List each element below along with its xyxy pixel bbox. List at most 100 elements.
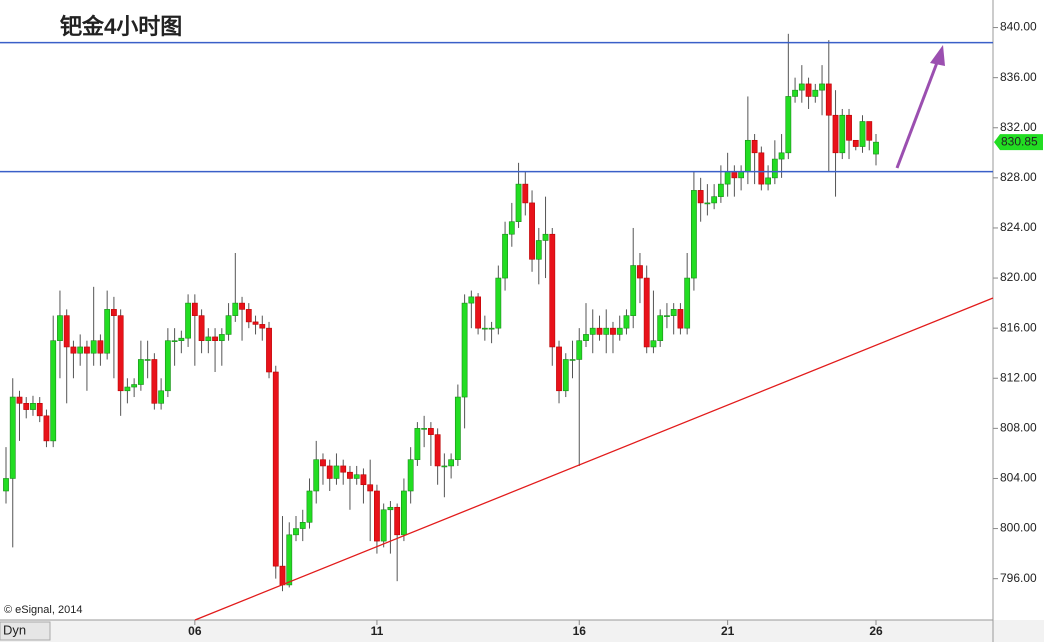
candle-body [664,315,670,317]
candle-body [198,315,205,341]
candle-body [394,506,401,536]
candle-body [205,336,212,341]
candle-body [360,474,367,486]
candle-body [279,565,286,586]
candle-body [239,302,245,310]
candle-body [549,233,556,348]
candle-body [481,327,488,330]
candle-body [724,171,731,185]
candle-body [90,340,97,354]
candle-body [691,190,697,279]
candle-body [144,359,151,361]
candle-body [495,277,502,329]
candle-body [77,346,84,354]
x-tick-label: 16 [573,624,587,638]
x-tick-label: 26 [869,624,883,638]
candle-body [171,340,178,342]
candle-body [306,490,313,523]
candle-body [326,465,333,479]
candle-body [218,334,225,341]
candle-body [374,490,380,542]
candle-body [556,346,562,392]
candle-body [610,327,616,335]
candle-body [508,221,515,235]
y-tick-label: 800.00 [1000,521,1037,535]
y-tick-label: 840.00 [1000,20,1037,34]
candle-body [832,114,839,154]
candle-body [785,96,792,154]
candle-body [212,336,218,341]
candle-body [825,83,832,116]
candle-body [272,371,279,567]
candle-body [839,114,846,154]
candle-body [232,302,239,316]
candle-body [185,302,191,339]
candle-body [84,346,90,354]
candle-body [475,296,481,329]
candle-body [744,139,751,172]
price-tag [994,134,1043,151]
arrow-shaft [895,59,940,169]
candle-body [191,302,198,316]
candle-body [441,465,448,468]
x-tick-label: 21 [721,624,735,638]
y-tick-label: 832.00 [1000,120,1037,134]
candle-body [697,190,704,204]
x-tick-label: 11 [371,624,384,638]
candle-body [3,478,9,492]
candle-body [778,152,785,160]
candle-body [401,490,407,536]
candle-body [117,315,124,392]
candle-body [30,403,36,410]
candle-body [333,465,340,479]
candle-body [380,509,387,542]
candle-body [252,321,259,325]
candle-body [677,309,684,329]
candle-body [259,324,266,329]
candle-body [488,327,495,330]
candle-body [812,89,819,97]
y-tick-label: 812.00 [1000,370,1037,384]
candle-body [23,403,30,410]
candle-body [124,386,131,392]
y-tick-label: 808.00 [1000,421,1037,435]
candle-body [320,459,326,467]
candle-body [454,396,461,460]
candle-body [562,359,569,392]
candle-body [852,139,859,147]
candle-body [846,114,852,141]
candle-body [434,434,441,467]
candle-body [461,302,468,398]
candle-body [104,309,111,354]
y-tick-label: 828.00 [1000,170,1037,184]
candle-body [70,346,77,354]
candle-body [387,506,394,511]
candle-body [131,384,138,388]
candle-body [286,534,293,586]
candle-body [427,428,434,435]
candle-body [630,265,637,316]
candle-body [9,396,16,479]
y-tick-label: 836.00 [1000,70,1037,84]
arrow-head [930,45,945,66]
candle-body [616,327,623,335]
candle-body [623,315,630,329]
candle-body [468,296,475,304]
trend-line [194,297,994,621]
candle-body [792,89,798,97]
candle-body [313,459,320,492]
candle-body [805,83,812,97]
candle-body [603,327,610,335]
candle-body [522,183,529,204]
candle-body [765,177,771,185]
candle-body [340,465,347,473]
candle-body [367,484,374,492]
plot [3,33,879,592]
candle-body [542,233,549,241]
candle-body [596,327,603,335]
candle-body [293,528,299,536]
candle-body [859,121,866,147]
candle-body [414,428,421,460]
